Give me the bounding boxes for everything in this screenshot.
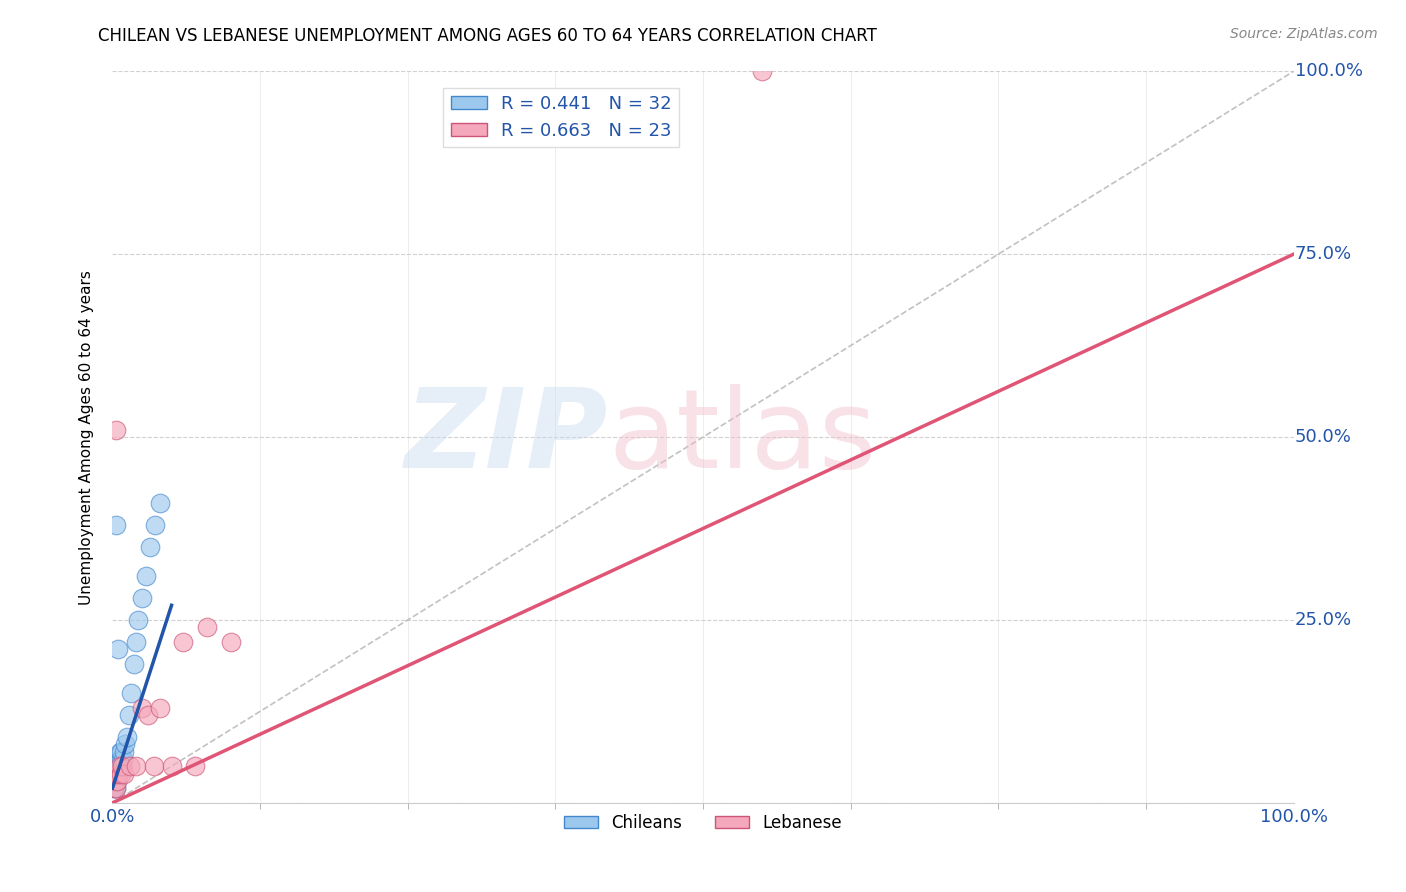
Point: [110, 745, 132, 759]
Point: [104, 781, 127, 796]
Point: [120, 759, 142, 773]
Point: [105, 759, 128, 773]
Point: [136, 708, 159, 723]
Point: [149, 496, 172, 510]
Point: [143, 517, 166, 532]
Point: [108, 752, 131, 766]
Point: [122, 657, 145, 671]
Point: [111, 759, 134, 773]
Text: 50.0%: 50.0%: [1295, 428, 1351, 446]
Point: [131, 591, 153, 605]
Point: [108, 745, 131, 759]
Point: [172, 635, 194, 649]
Text: 75.0%: 75.0%: [1295, 245, 1351, 263]
Y-axis label: Unemployment Among Ages 60 to 64 years: Unemployment Among Ages 60 to 64 years: [79, 269, 94, 605]
Point: [105, 773, 128, 788]
Point: [131, 700, 153, 714]
Point: [107, 766, 129, 780]
Point: [149, 700, 172, 714]
Point: [139, 540, 162, 554]
Point: [105, 781, 128, 796]
Point: [120, 686, 142, 700]
Text: CHILEAN VS LEBANESE UNEMPLOYMENT AMONG AGES 60 TO 64 YEARS CORRELATION CHART: CHILEAN VS LEBANESE UNEMPLOYMENT AMONG A…: [98, 27, 877, 45]
Point: [105, 423, 128, 437]
Point: [111, 759, 134, 773]
Point: [160, 759, 183, 773]
Point: [107, 766, 129, 780]
Point: [107, 759, 129, 773]
Point: [112, 745, 135, 759]
Point: [125, 635, 148, 649]
Legend: Chileans, Lebanese: Chileans, Lebanese: [558, 807, 848, 838]
Point: [142, 759, 165, 773]
Point: [104, 773, 127, 788]
Point: [103, 781, 125, 796]
Point: [112, 766, 135, 780]
Point: [107, 642, 129, 657]
Text: atlas: atlas: [609, 384, 877, 491]
Point: [105, 773, 128, 788]
Text: Source: ZipAtlas.com: Source: ZipAtlas.com: [1230, 27, 1378, 41]
Point: [105, 773, 128, 788]
Point: [195, 620, 218, 634]
Point: [118, 708, 141, 723]
Point: [108, 759, 131, 773]
Point: [125, 759, 148, 773]
Point: [110, 752, 132, 766]
Point: [219, 635, 242, 649]
Point: [184, 759, 207, 773]
Point: [115, 730, 138, 744]
Point: [751, 64, 773, 78]
Text: 25.0%: 25.0%: [1295, 611, 1351, 629]
Point: [105, 766, 128, 780]
Text: 100.0%: 100.0%: [1295, 62, 1362, 80]
Point: [110, 766, 132, 780]
Point: [105, 781, 128, 796]
Point: [104, 773, 127, 788]
Point: [105, 517, 128, 532]
Point: [112, 752, 135, 766]
Point: [108, 759, 131, 773]
Point: [135, 569, 157, 583]
Point: [103, 781, 125, 796]
Text: ZIP: ZIP: [405, 384, 609, 491]
Point: [127, 613, 149, 627]
Point: [105, 766, 128, 780]
Point: [114, 737, 136, 751]
